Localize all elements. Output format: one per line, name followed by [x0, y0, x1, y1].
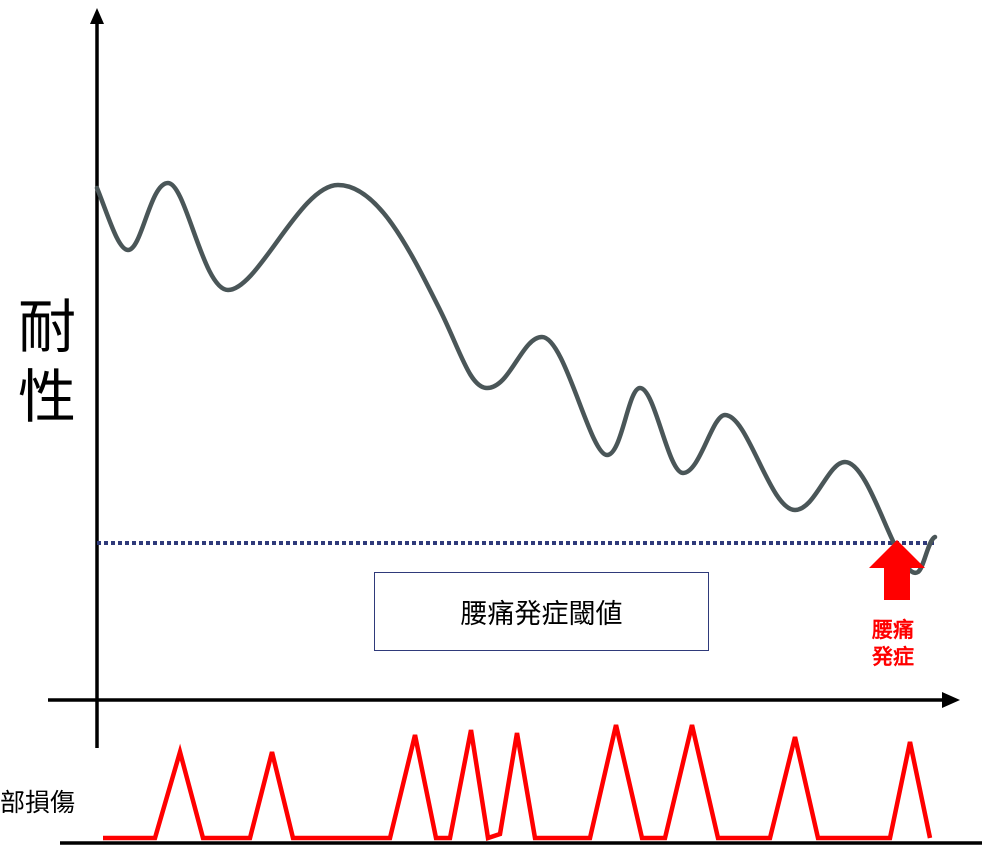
y-axis-label-char-2: 性: [17, 363, 76, 431]
onset-label: 腰痛 発症: [857, 617, 929, 671]
x-axis-arrowhead: [942, 692, 960, 708]
onset-label-line-2: 発症: [872, 645, 914, 669]
y-axis-label-char-1: 耐: [17, 293, 76, 361]
onset-label-line-1: 腰痛: [872, 618, 914, 642]
onset-arrow: [869, 540, 925, 600]
damage-spikes: [103, 724, 933, 841]
y-axis-label: 耐 性: [16, 292, 78, 432]
y-axis-arrowhead: [90, 8, 104, 24]
threshold-label-box: 腰痛発症閾値: [374, 572, 709, 651]
threshold-label: 腰痛発症閾値: [460, 599, 623, 630]
tolerance-curve: [94, 180, 938, 575]
damage-label: 部損傷: [0, 788, 76, 817]
